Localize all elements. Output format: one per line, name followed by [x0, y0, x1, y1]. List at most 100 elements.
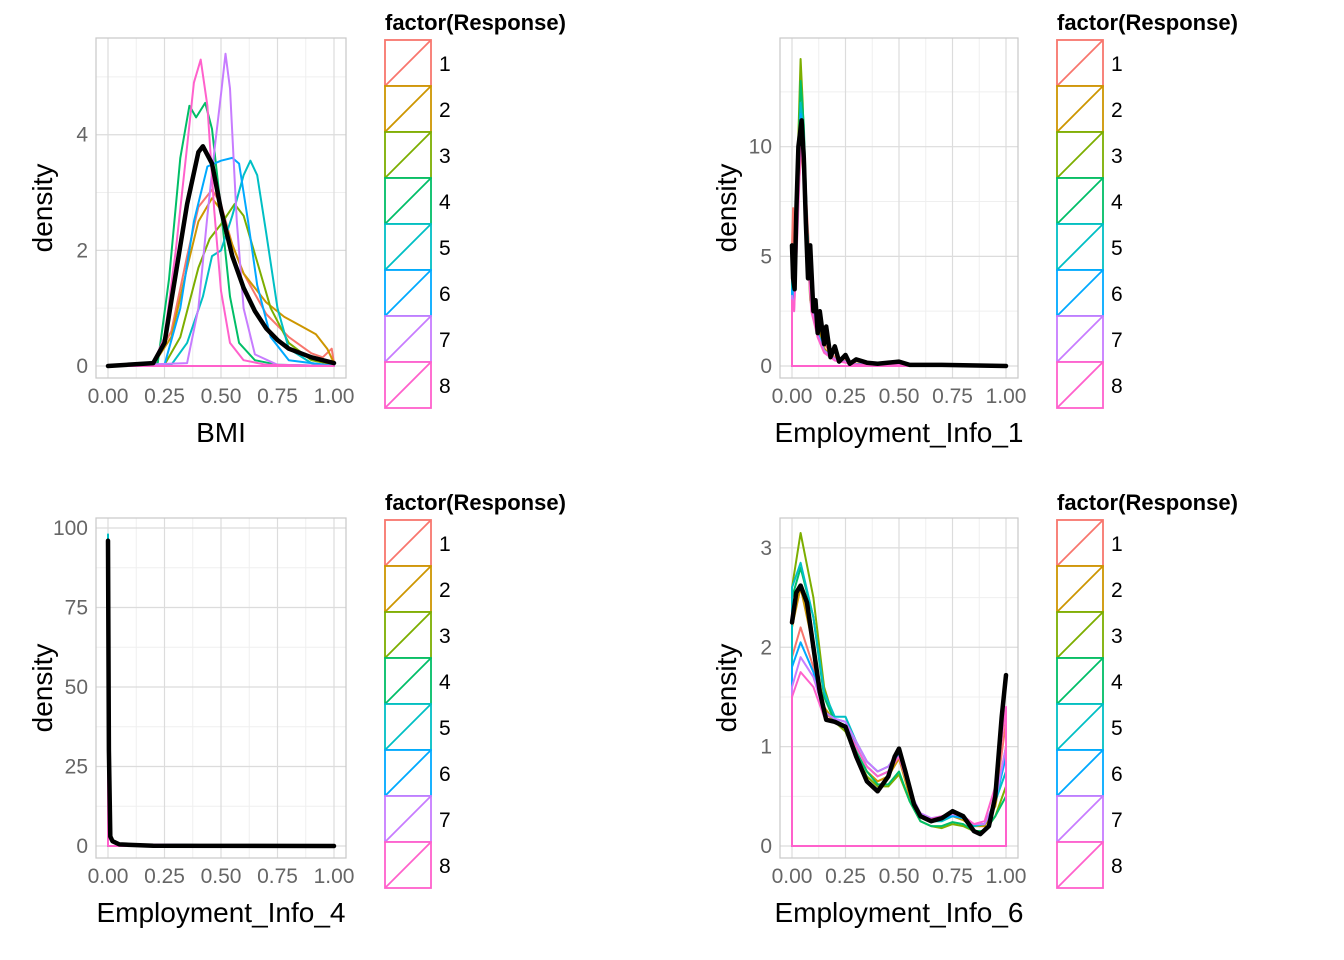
- legend-label: 7: [1111, 329, 1123, 352]
- legend-label: 7: [439, 809, 451, 832]
- legend-label: 5: [439, 237, 451, 260]
- legend-label: 5: [439, 717, 451, 740]
- legend-key-2: [384, 565, 432, 613]
- y-tick-label: 25: [65, 756, 88, 779]
- legend-label: 6: [1111, 283, 1123, 306]
- overall-density-line: [789, 583, 1009, 837]
- legend-key-7: [1056, 795, 1104, 843]
- legend-key-4: [384, 177, 432, 225]
- legend-key-8: [384, 361, 432, 409]
- legend-label: 2: [439, 99, 451, 122]
- legend-label: 1: [439, 533, 451, 556]
- legend-key-3: [1056, 131, 1104, 179]
- legend-key-5: [1056, 703, 1104, 751]
- x-axis-title: Employment_Info_1: [774, 417, 1023, 448]
- legend-label: 2: [1111, 579, 1123, 602]
- y-tick-label: 0: [76, 355, 88, 378]
- legend-key-1: [384, 39, 432, 87]
- panel-border: [95, 37, 347, 379]
- x-tick-label: 0.50: [201, 385, 242, 408]
- x-tick-label: 0.25: [825, 865, 866, 888]
- legend-key-6: [1056, 749, 1104, 797]
- legend-key-7: [1056, 315, 1104, 363]
- legend-label: 7: [439, 329, 451, 352]
- y-tick-label: 100: [53, 517, 88, 540]
- x-tick-label: 0.00: [772, 865, 813, 888]
- y-axis-title: density: [27, 644, 58, 733]
- legend-label: 3: [439, 145, 451, 168]
- x-tick-label: 0.75: [932, 865, 973, 888]
- legend-label: 1: [1111, 53, 1123, 76]
- legend-key-8: [1056, 841, 1104, 889]
- legend-key-2: [1056, 565, 1104, 613]
- legend: factor(Response) 1 2 3 4 5 6 7 8: [384, 490, 566, 889]
- x-tick-label: 1.00: [314, 385, 355, 408]
- legend-label: 5: [1111, 237, 1123, 260]
- legend-label: 1: [1111, 533, 1123, 556]
- legend-key-5: [384, 223, 432, 271]
- density-line-response-5: [107, 159, 335, 367]
- density-line-response-6: [107, 156, 335, 367]
- panel-border: [779, 517, 1019, 859]
- legend-key-7: [384, 315, 432, 363]
- legend-label: 8: [1111, 375, 1123, 398]
- x-tick-label: 0.00: [772, 385, 813, 408]
- legend-label: 7: [1111, 809, 1123, 832]
- x-axis-title: BMI: [196, 417, 246, 448]
- legend-title: factor(Response): [1057, 490, 1238, 515]
- legend-key-8: [384, 841, 432, 889]
- panel-1: 0.00 0.25 0.50 0.75 1.00 0 2 4 BMI density factor(…: [27, 10, 566, 448]
- x-axis-title: Employment_Info_6: [774, 897, 1023, 928]
- legend-key-2: [384, 85, 432, 133]
- x-tick-label: 0.00: [88, 865, 129, 888]
- legend-key-6: [1056, 269, 1104, 317]
- x-tick-label: 1.00: [314, 865, 355, 888]
- overall-density-line: [105, 538, 337, 849]
- density-line-response-2: [107, 197, 335, 367]
- x-tick-label: 1.00: [986, 865, 1027, 888]
- x-tick-label: 0.25: [144, 865, 185, 888]
- y-tick-label: 4: [76, 124, 88, 147]
- legend-key-6: [384, 749, 432, 797]
- panel-4: 0.00 0.25 0.50 0.75 1.00 0 1 2 3 Employment_Info_…: [711, 490, 1238, 928]
- legend-key-1: [1056, 519, 1104, 567]
- panel-3: 0.00 0.25 0.50 0.75 1.000255075100Employment…: [27, 490, 566, 928]
- legend-label: 8: [439, 855, 451, 878]
- x-tick-label: 0.50: [879, 865, 920, 888]
- x-axis-title: Employment_Info_4: [96, 897, 345, 928]
- legend-key-4: [1056, 177, 1104, 225]
- y-tick-label: 75: [65, 597, 88, 620]
- y-tick-label: 3: [760, 537, 772, 560]
- legend-label: 4: [439, 671, 451, 694]
- x-tick-label: 1.00: [986, 385, 1027, 408]
- density-line-response-4: [107, 101, 335, 367]
- x-tick-label: 0.75: [257, 865, 298, 888]
- legend-title: factor(Response): [385, 10, 566, 35]
- legend: factor(Response) 1 2 3 4 5 6 7 8: [384, 10, 566, 409]
- legend-label: 6: [439, 283, 451, 306]
- legend-key-3: [384, 611, 432, 659]
- overall-density-line: [789, 118, 1009, 369]
- legend-label: 8: [1111, 855, 1123, 878]
- y-tick-label: 50: [65, 676, 88, 699]
- legend-label: 8: [439, 375, 451, 398]
- legend-label: 2: [439, 579, 451, 602]
- overall-density-line: [105, 144, 337, 369]
- y-tick-label: 10: [749, 136, 772, 159]
- panel-2: 0.00 0.25 0.50 0.75 1.00 0 5 10 Employment_Info_…: [711, 10, 1238, 448]
- density-line-response-7: [107, 52, 335, 367]
- legend-key-2: [1056, 85, 1104, 133]
- legend-key-3: [384, 131, 432, 179]
- x-tick-label: 0.75: [257, 385, 298, 408]
- y-axis-title: density: [711, 164, 742, 253]
- y-tick-label: 0: [760, 835, 772, 858]
- x-tick-label: 0.25: [144, 385, 185, 408]
- legend-label: 3: [1111, 625, 1123, 648]
- legend-title: factor(Response): [385, 490, 566, 515]
- panel-border: [95, 517, 347, 859]
- legend-key-6: [384, 269, 432, 317]
- panel-border: [779, 37, 1019, 379]
- x-tick-label: 0.50: [201, 865, 242, 888]
- y-axis-title: density: [27, 164, 58, 253]
